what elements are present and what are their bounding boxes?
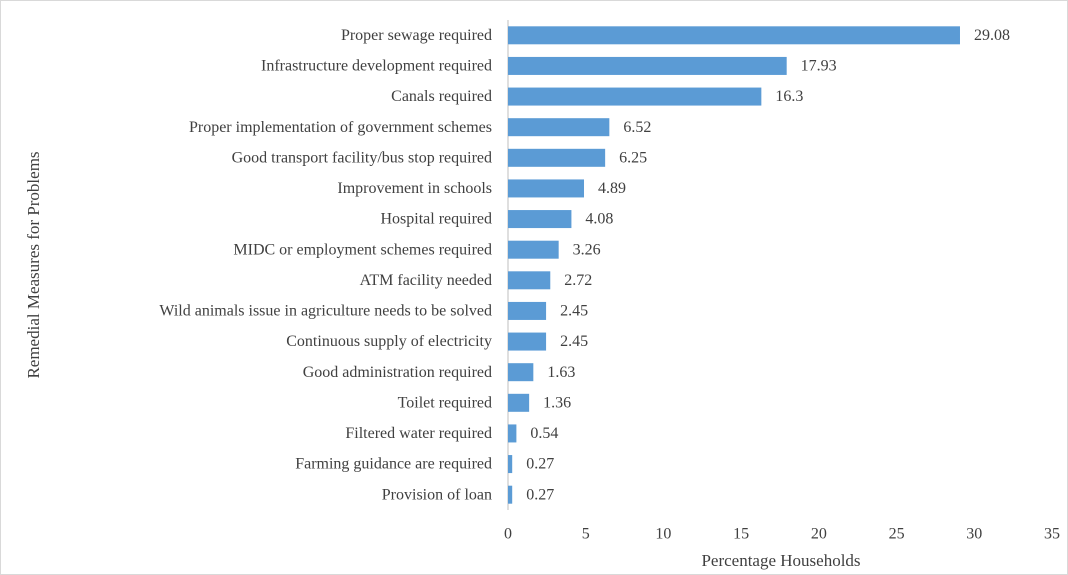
- y-tick-label: Filtered water required: [345, 425, 492, 442]
- data-label: 6.52: [623, 119, 651, 136]
- data-label: 1.36: [543, 394, 571, 411]
- data-label: 0.27: [526, 486, 554, 503]
- y-tick-label: Wild animals issue in agriculture needs …: [159, 303, 492, 320]
- x-tick-label: 5: [582, 526, 590, 543]
- data-label: 2.45: [560, 333, 588, 350]
- x-tick-label: 10: [655, 526, 671, 543]
- data-label: 29.08: [974, 27, 1010, 44]
- data-label: 1.63: [547, 364, 575, 381]
- bar: [508, 240, 559, 259]
- x-tick-label: 25: [889, 526, 905, 543]
- y-tick-label: Continuous supply of electricity: [286, 333, 492, 350]
- x-tick-label: 35: [1044, 526, 1060, 543]
- y-tick-label: Proper sewage required: [341, 27, 492, 44]
- y-tick-label: Farming guidance are required: [295, 456, 492, 473]
- bar: [508, 87, 762, 106]
- bar: [508, 118, 610, 137]
- bar: [508, 148, 606, 167]
- x-tick-label: 20: [811, 526, 827, 543]
- data-label: 2.45: [560, 303, 588, 320]
- y-tick-label: Provision of loan: [382, 486, 492, 503]
- data-label: 16.3: [775, 88, 803, 105]
- x-tick-label: 30: [966, 526, 982, 543]
- y-tick-label: Toilet required: [398, 394, 492, 411]
- y-tick-label: Good administration required: [303, 364, 492, 381]
- y-tick-label: Hospital required: [380, 211, 492, 228]
- bar: [508, 424, 517, 443]
- data-label: 17.93: [801, 58, 837, 75]
- bar: [508, 332, 547, 351]
- data-label: 2.72: [564, 272, 592, 289]
- data-label: 4.89: [598, 180, 626, 197]
- y-tick-label: ATM facility needed: [360, 272, 492, 289]
- bar: [508, 179, 585, 198]
- bar: [508, 455, 513, 474]
- y-tick-label: Canals required: [391, 88, 492, 105]
- x-tick-label: 15: [733, 526, 749, 543]
- bar: [508, 363, 534, 382]
- data-label: 6.25: [619, 149, 647, 166]
- x-tick-label: 0: [504, 526, 512, 543]
- bar: [508, 56, 787, 75]
- y-tick-label: MIDC or employment schemes required: [233, 241, 492, 258]
- bar: [508, 393, 530, 412]
- data-label: 0.27: [526, 456, 554, 473]
- x-axis-title: Percentage Households: [701, 551, 860, 570]
- y-tick-label: Good transport facility/bus stop require…: [232, 149, 492, 166]
- bar: [508, 485, 513, 504]
- bar: [508, 26, 960, 45]
- bar: [508, 301, 547, 320]
- data-label: 3.26: [573, 241, 601, 258]
- bar: [508, 210, 572, 229]
- data-label: 4.08: [585, 211, 613, 228]
- data-label: 0.54: [530, 425, 558, 442]
- bar: [508, 271, 551, 290]
- y-tick-label: Infrastructure development required: [261, 58, 492, 75]
- y-tick-label: Improvement in schools: [337, 180, 492, 197]
- y-tick-label: Proper implementation of government sche…: [189, 119, 492, 136]
- y-axis-title: Remedial Measures for Problems: [24, 151, 43, 378]
